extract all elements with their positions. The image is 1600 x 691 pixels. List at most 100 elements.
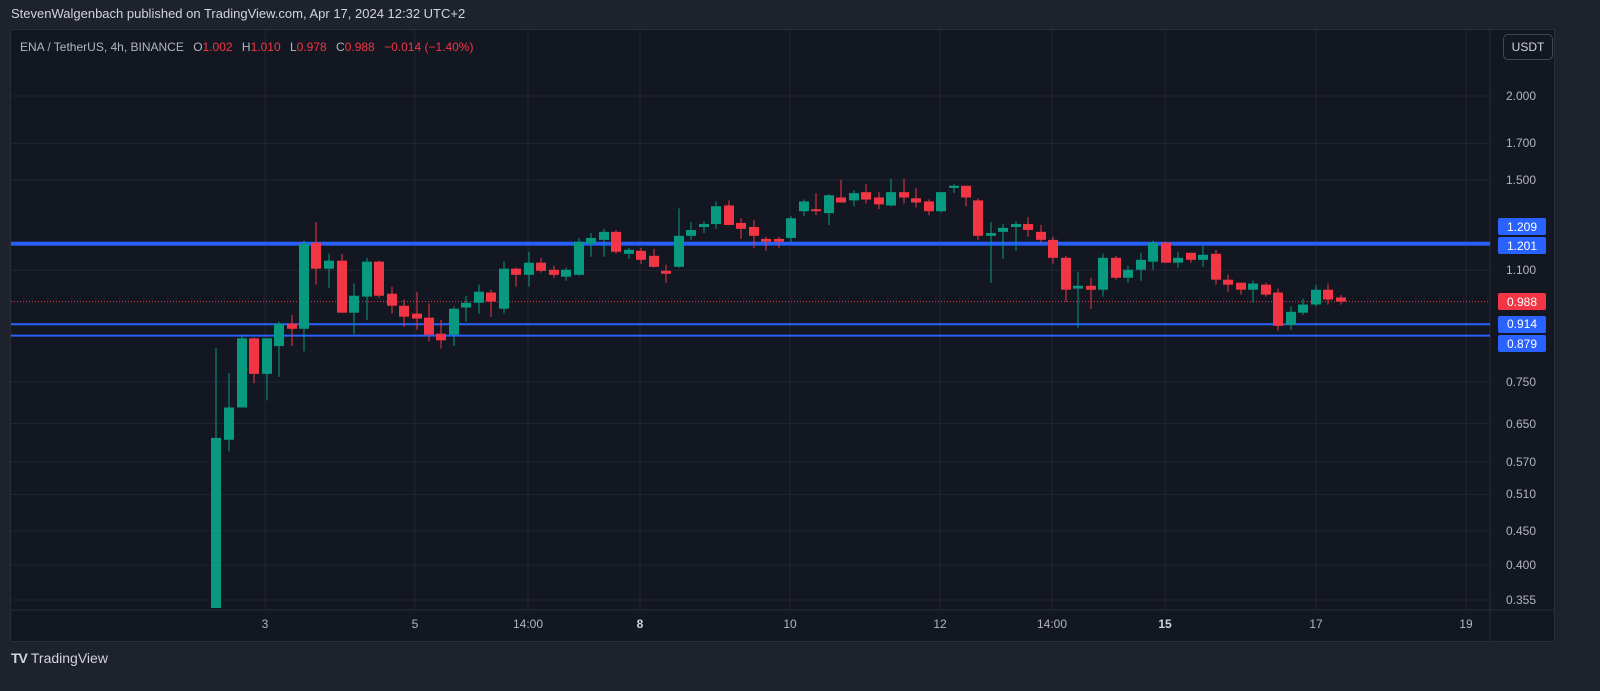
candle-down bbox=[1273, 292, 1283, 326]
candle-down bbox=[1048, 239, 1058, 258]
candle-down bbox=[511, 268, 521, 275]
open-value: 1.002 bbox=[202, 40, 233, 54]
candle-down bbox=[337, 260, 347, 313]
high-label: H bbox=[241, 40, 251, 54]
price-tick-label: 0.355 bbox=[1506, 592, 1537, 607]
candle-down bbox=[374, 261, 384, 296]
candle-down bbox=[811, 209, 821, 212]
candle-up bbox=[949, 185, 959, 188]
candle-down bbox=[1211, 253, 1221, 280]
candle-up bbox=[624, 249, 634, 254]
candle-down bbox=[1336, 297, 1346, 302]
candle-up bbox=[686, 229, 696, 236]
candle-up bbox=[1173, 257, 1183, 263]
candle-up bbox=[299, 243, 309, 329]
time-tick-label: 15 bbox=[1158, 617, 1172, 631]
level-price-tag: 0.914 bbox=[1498, 315, 1546, 333]
open-label: O bbox=[193, 40, 203, 54]
candle-up bbox=[1198, 254, 1208, 260]
change-value: −0.014 (−1.40%) bbox=[384, 40, 474, 54]
candle-down bbox=[399, 305, 409, 317]
price-tick-label: 0.400 bbox=[1506, 558, 1537, 573]
price-tick-label: 2.000 bbox=[1506, 89, 1537, 103]
candle-up bbox=[886, 192, 896, 206]
candle-down bbox=[1023, 224, 1033, 230]
price-tick-label: 0.510 bbox=[1506, 487, 1537, 502]
candle-up bbox=[936, 192, 946, 212]
time-tick-label: 19 bbox=[1459, 617, 1473, 631]
candle-down bbox=[924, 201, 934, 212]
candle-up bbox=[1073, 285, 1083, 289]
candle-down bbox=[911, 198, 921, 203]
symbol-legend: ENA / TetherUS, 4h, BINANCE O1.002 H1.01… bbox=[20, 40, 473, 54]
close-label: C bbox=[336, 40, 345, 54]
candle-up bbox=[574, 241, 584, 275]
time-tick-label: 10 bbox=[783, 617, 797, 631]
publish-info: StevenWalgenbach published on TradingVie… bbox=[11, 6, 466, 21]
level-price-tag: 1.201 bbox=[1498, 237, 1546, 255]
candle-up bbox=[1136, 259, 1146, 270]
candle-down bbox=[749, 227, 759, 236]
footer-branding: TV TradingView bbox=[11, 650, 108, 666]
currency-button[interactable]: USDT bbox=[1503, 34, 1553, 60]
candle-down bbox=[649, 255, 659, 267]
candle-up bbox=[998, 227, 1008, 232]
candle-up bbox=[211, 437, 221, 608]
candle-up bbox=[1098, 257, 1108, 290]
candle-up bbox=[524, 262, 534, 275]
candle-down bbox=[436, 333, 446, 341]
last-price-tag: 0.988 bbox=[1498, 293, 1546, 311]
candle-down bbox=[636, 250, 646, 260]
candle-down bbox=[861, 192, 871, 200]
candle-down bbox=[311, 242, 321, 269]
time-tick-label: 17 bbox=[1309, 617, 1323, 631]
candle-down bbox=[387, 293, 397, 306]
close-value: 0.988 bbox=[344, 40, 375, 54]
low-value: 0.978 bbox=[296, 40, 327, 54]
candle-up bbox=[1148, 242, 1158, 262]
candle-down bbox=[549, 269, 559, 275]
candle-down bbox=[736, 222, 746, 229]
candle-up bbox=[986, 233, 996, 236]
low-label: L bbox=[289, 40, 297, 54]
candle-down bbox=[424, 317, 434, 335]
candle-down bbox=[1261, 284, 1271, 295]
candle-up bbox=[262, 338, 272, 374]
candle-down bbox=[1086, 285, 1096, 290]
candle-down bbox=[836, 197, 846, 203]
candle-down bbox=[774, 238, 784, 242]
candle-down bbox=[961, 185, 971, 198]
candle-down bbox=[1186, 252, 1196, 260]
candle-down bbox=[486, 292, 496, 302]
candle-up bbox=[849, 193, 859, 201]
candle-down bbox=[1036, 231, 1046, 240]
price-tick-label: 1.500 bbox=[1506, 172, 1537, 187]
time-tick-label: 5 bbox=[411, 617, 419, 631]
candle-down bbox=[973, 200, 983, 236]
symbol-title[interactable]: ENA / TetherUS, 4h, BINANCE bbox=[20, 40, 184, 54]
candle-up bbox=[362, 261, 372, 297]
level-price-tag: 1.209 bbox=[1498, 218, 1546, 236]
price-tick-label: 0.450 bbox=[1506, 523, 1537, 538]
time-tick-label: 12 bbox=[933, 617, 947, 631]
time-tick-label: 8 bbox=[636, 617, 644, 631]
candle-down bbox=[1061, 257, 1071, 290]
candle-up bbox=[224, 407, 234, 440]
candle-up bbox=[349, 295, 359, 313]
candle-up bbox=[461, 302, 471, 308]
candle-down bbox=[1236, 282, 1246, 290]
candle-up bbox=[1298, 304, 1308, 313]
candle-down bbox=[1323, 289, 1333, 300]
price-tick-label: 0.750 bbox=[1506, 374, 1537, 389]
price-tick-label: 0.570 bbox=[1506, 454, 1537, 469]
candle-down bbox=[661, 270, 671, 274]
time-tick-label: 14:00 bbox=[1036, 617, 1068, 631]
candle-up bbox=[786, 218, 796, 238]
price-tick-label: 0.650 bbox=[1506, 416, 1537, 431]
brand-name[interactable]: TradingView bbox=[30, 650, 108, 666]
high-value: 1.010 bbox=[250, 40, 281, 54]
candle-up bbox=[824, 195, 834, 214]
candle-down bbox=[536, 262, 546, 271]
candle-up bbox=[237, 338, 247, 408]
